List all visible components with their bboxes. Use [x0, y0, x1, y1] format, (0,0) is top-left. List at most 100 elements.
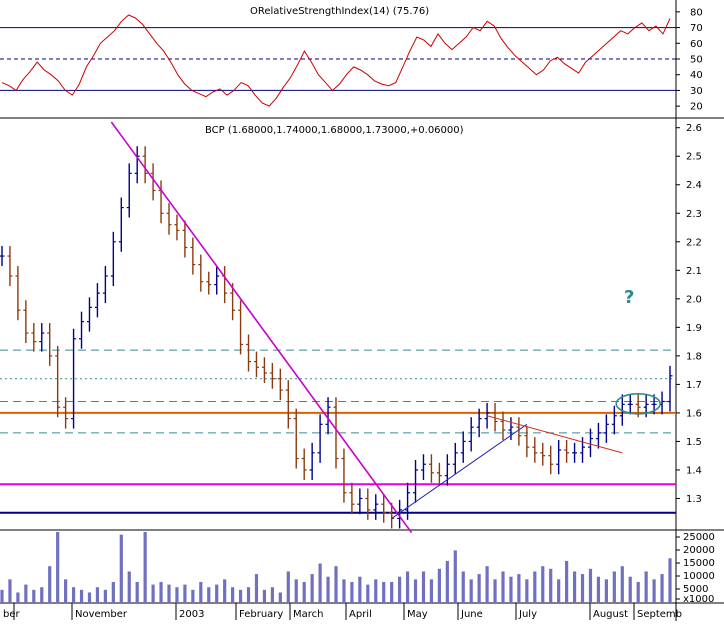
- volume-tick-label: 20000: [683, 545, 715, 556]
- price-bar: [206, 271, 212, 295]
- price-tick-label: 1.5: [686, 437, 702, 448]
- volume-bar: [461, 571, 465, 603]
- rsi-line: [1, 14, 671, 107]
- volume-tick-label: 25000: [683, 532, 715, 543]
- volume-bar: [557, 579, 561, 603]
- price-bar: [277, 368, 283, 401]
- price-bar: [627, 394, 633, 415]
- price-tick-label: 1.8: [686, 351, 702, 362]
- volume-bar: [493, 579, 497, 603]
- price-bar: [373, 494, 379, 520]
- volume-bar: [525, 579, 529, 603]
- volume-bar: [398, 576, 402, 603]
- price-bar: [293, 408, 299, 469]
- price-panel: 1.3 1.4 1.5 1.6 1.7 1.8 1.9 2.0 2.1 2.2 2.3 2.4 2.5 2…: [0, 121, 702, 534]
- price-bar: [0, 246, 5, 267]
- volume-bar: [429, 579, 434, 603]
- volume-bar: [302, 581, 306, 603]
- price-bar: [134, 146, 140, 184]
- price-bar: [667, 365, 673, 412]
- price-bar: [532, 437, 538, 463]
- price-bar: [269, 363, 275, 389]
- rsi-tick-label: 30: [690, 86, 703, 97]
- volume-bar: [326, 576, 330, 603]
- price-bar: [468, 417, 474, 452]
- x-tick-label: Septemb: [637, 609, 682, 620]
- volume-bar: [421, 571, 426, 603]
- volume-bar: [95, 587, 100, 603]
- price-title: BCP (1.68000,1.74000,1.68000,1.73000,+0.…: [205, 125, 464, 136]
- volume-bar: [270, 587, 274, 603]
- price-bar: [611, 405, 617, 435]
- price-tick-label: 2.6: [686, 123, 702, 134]
- volume-bar: [342, 579, 346, 603]
- price-bar: [325, 397, 331, 435]
- volume-bar: [254, 574, 259, 603]
- price-bar: [110, 231, 116, 286]
- volume-tick-label: 15000: [683, 558, 715, 569]
- volume-bar: [143, 532, 147, 603]
- price-bar: [548, 445, 554, 475]
- volume-bar: [620, 566, 624, 603]
- volume-bar: [79, 589, 84, 603]
- x-tick-label: November: [75, 609, 128, 620]
- price-bar: [86, 297, 92, 332]
- price-bar: [595, 422, 601, 449]
- price-tick-label: 2.5: [686, 152, 702, 163]
- price-bar: [39, 323, 45, 352]
- price-bar: [63, 397, 69, 429]
- price-bar: [126, 163, 132, 218]
- volume-bar: [0, 589, 4, 603]
- volume-bar: [358, 576, 362, 603]
- volume-bar: [199, 581, 203, 603]
- volume-bar: [636, 581, 640, 603]
- price-bar: [230, 283, 236, 321]
- volume-bar: [56, 532, 60, 603]
- volume-bar: [390, 581, 394, 603]
- volume-bar: [16, 592, 20, 603]
- price-bar: [71, 328, 77, 429]
- price-tick-label: 2.2: [686, 237, 702, 248]
- volume-bar: [24, 584, 28, 603]
- price-tick-label: 2.4: [686, 180, 702, 191]
- price-bar: [31, 323, 37, 352]
- rsi-tick-label: 80: [690, 7, 703, 18]
- volume-bar: [501, 571, 505, 603]
- volume-bar: [40, 587, 44, 603]
- price-tick-label: 2.0: [686, 294, 702, 305]
- price-bar: [564, 440, 570, 463]
- price-bar: [285, 380, 291, 429]
- x-tick-label: July: [518, 609, 537, 620]
- price-bar: [460, 431, 466, 463]
- consolidation-ellipse: [615, 392, 661, 415]
- volume-bar: [64, 579, 68, 603]
- volume-bar: [215, 584, 219, 603]
- volume-bar: [262, 589, 267, 603]
- volume-bar: [334, 566, 338, 603]
- x-tick-label: March: [293, 609, 323, 620]
- volume-bar: [382, 581, 386, 603]
- price-bar: [436, 462, 442, 486]
- price-bar: [238, 300, 244, 355]
- volume-bar: [32, 589, 36, 603]
- volume-bar: [238, 589, 243, 603]
- price-bar: [15, 266, 21, 321]
- volume-bar: [596, 576, 601, 603]
- price-tick-label: 1.3: [686, 494, 702, 505]
- price-bar: [540, 442, 546, 466]
- price-bar: [166, 203, 172, 235]
- price-bar: [174, 214, 180, 241]
- price-tick-label: 1.9: [686, 323, 702, 334]
- uptrend-line: [391, 423, 528, 519]
- price-bar: [516, 417, 522, 446]
- price-bar: [79, 311, 85, 349]
- volume-bar: [111, 581, 115, 603]
- price-bar: [413, 459, 419, 503]
- volume-bar: [135, 581, 139, 603]
- rsi-tick-label: 50: [690, 55, 703, 66]
- volume-bar: [549, 568, 553, 603]
- volume-bar: [445, 560, 449, 603]
- volume-bar: [485, 566, 489, 603]
- volume-bar: [374, 579, 378, 603]
